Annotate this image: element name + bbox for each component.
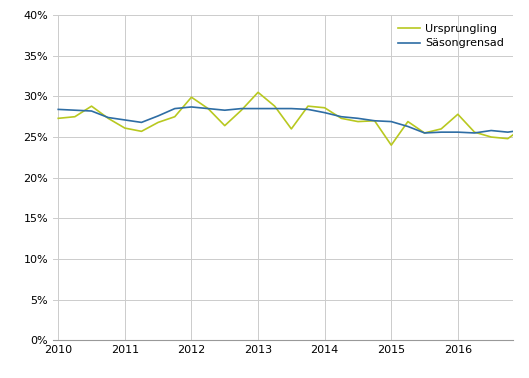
Ursprungling (55, 116, 61, 121)
Ursprungling (355, 119, 361, 124)
Säsongrensad (454, 130, 461, 135)
Ursprungling (422, 131, 428, 135)
Ursprungling (155, 120, 161, 125)
Säsongrensad (438, 130, 444, 135)
Säsongrensad (371, 119, 378, 123)
Ursprungling (105, 116, 112, 121)
Legend: Ursprungling, Säsongrensad: Ursprungling, Säsongrensad (394, 21, 507, 52)
Säsongrensad (338, 115, 344, 119)
Säsongrensad (88, 109, 95, 113)
Säsongrensad (388, 119, 395, 124)
Ursprungling (88, 104, 95, 108)
Säsongrensad (188, 105, 195, 109)
Säsongrensad (422, 131, 428, 135)
Ursprungling (72, 115, 78, 119)
Säsongrensad (105, 115, 112, 120)
Säsongrensad (55, 107, 61, 112)
Säsongrensad (255, 106, 261, 111)
Ursprungling (255, 90, 261, 94)
Ursprungling (305, 104, 311, 108)
Ursprungling (471, 130, 478, 135)
Säsongrensad (521, 127, 527, 132)
Säsongrensad (305, 107, 311, 112)
Ursprungling (138, 129, 144, 133)
Ursprungling (438, 127, 444, 131)
Ursprungling (322, 105, 328, 110)
Ursprungling (288, 127, 295, 131)
Säsongrensad (488, 128, 494, 133)
Ursprungling (454, 112, 461, 116)
Ursprungling (521, 124, 527, 129)
Ursprungling (188, 95, 195, 99)
Ursprungling (171, 115, 178, 119)
Säsongrensad (322, 110, 328, 115)
Ursprungling (505, 136, 511, 141)
Säsongrensad (271, 106, 278, 111)
Ursprungling (371, 119, 378, 123)
Ursprungling (271, 104, 278, 108)
Säsongrensad (72, 108, 78, 113)
Ursprungling (388, 143, 395, 147)
Säsongrensad (288, 106, 295, 111)
Line: Ursprungling: Ursprungling (58, 92, 529, 145)
Ursprungling (205, 106, 211, 111)
Säsongrensad (238, 106, 244, 111)
Säsongrensad (205, 106, 211, 111)
Säsongrensad (355, 116, 361, 121)
Säsongrensad (405, 124, 411, 129)
Ursprungling (405, 119, 411, 124)
Säsongrensad (155, 114, 161, 118)
Ursprungling (238, 108, 244, 113)
Säsongrensad (171, 106, 178, 111)
Säsongrensad (505, 130, 511, 135)
Ursprungling (122, 126, 128, 130)
Säsongrensad (122, 118, 128, 122)
Säsongrensad (138, 120, 144, 125)
Ursprungling (488, 135, 494, 139)
Ursprungling (338, 116, 344, 121)
Säsongrensad (222, 108, 228, 113)
Ursprungling (222, 123, 228, 128)
Line: Säsongrensad: Säsongrensad (58, 107, 529, 133)
Säsongrensad (471, 131, 478, 135)
